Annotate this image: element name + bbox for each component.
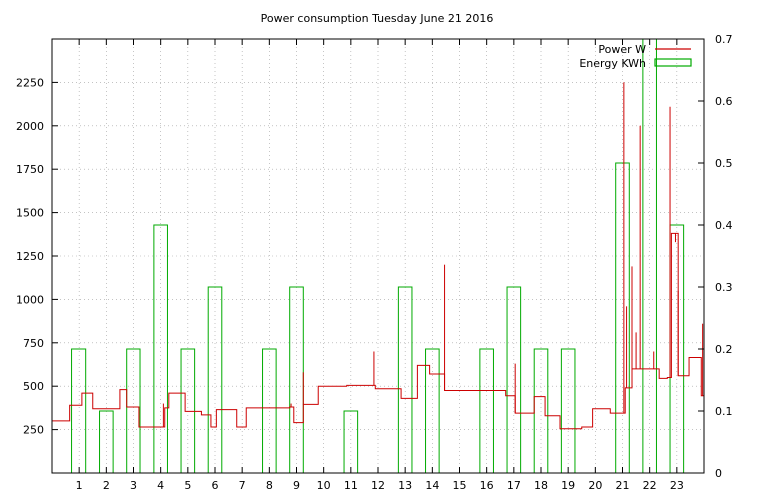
y2-tick-label: 0.1 [715, 405, 733, 418]
y-tick-label: 1750 [16, 163, 44, 176]
y2-tick-label: 0.3 [715, 281, 733, 294]
legend-swatch-energy [654, 58, 692, 67]
x-tick-label: 10 [317, 479, 331, 492]
legend-label-power: Power W [598, 43, 646, 56]
x-tick-label: 7 [239, 479, 246, 492]
x-tick-label: 19 [561, 479, 575, 492]
x-tick-label: 9 [293, 479, 300, 492]
x-tick-label: 22 [643, 479, 657, 492]
x-tick-label: 2 [103, 479, 110, 492]
y-tick-label: 1250 [16, 250, 44, 263]
energy-bar [615, 162, 630, 474]
x-tick-label: 3 [130, 479, 137, 492]
x-tick-label: 5 [184, 479, 191, 492]
x-tick-label: 4 [157, 479, 164, 492]
x-tick-label: 14 [425, 479, 439, 492]
x-tick-label: 13 [398, 479, 412, 492]
y2-tick-label: 0.6 [715, 95, 733, 108]
y-tick-label: 250 [23, 424, 44, 437]
x-tick-label: 6 [212, 479, 219, 492]
y2-tick-label: 0.4 [715, 219, 733, 232]
x-tick-label: 15 [453, 479, 467, 492]
axes: 1 2 3 4 5 6 7 8 9 10 11 12 13 14 15 16 17 18 19 20 21 22 23250… [16, 33, 733, 492]
y2-tick-label: 0.7 [715, 33, 733, 46]
x-tick-label: 20 [588, 479, 602, 492]
y-tick-label: 750 [23, 337, 44, 350]
legend-label-energy: Energy KWh [579, 57, 646, 70]
y-tick-label: 2000 [16, 120, 44, 133]
x-tick-label: 8 [266, 479, 273, 492]
y-tick-label: 1000 [16, 293, 44, 306]
y-tick-label: 1500 [16, 207, 44, 220]
power-series [52, 82, 704, 430]
y2-tick-label: 0 [715, 467, 722, 480]
legend: Power W Energy KWh [579, 43, 692, 70]
y2-tick-label: 0.2 [715, 343, 733, 356]
x-tick-label: 1 [76, 479, 83, 492]
chart-title: Power consumption Tuesday June 21 2016 [261, 12, 494, 25]
energy-bar [71, 348, 87, 474]
y-tick-label: 500 [23, 380, 44, 393]
x-tick-label: 23 [670, 479, 684, 492]
x-tick-label: 12 [371, 479, 385, 492]
grid-lines [52, 39, 704, 473]
x-tick-label: 18 [534, 479, 548, 492]
power-line [52, 232, 704, 430]
x-tick-label: 16 [480, 479, 494, 492]
x-tick-label: 21 [616, 479, 630, 492]
y-tick-label: 2250 [16, 76, 44, 89]
y2-tick-label: 0.5 [715, 157, 733, 170]
x-tick-label: 11 [344, 479, 358, 492]
x-tick-label: 17 [507, 479, 521, 492]
